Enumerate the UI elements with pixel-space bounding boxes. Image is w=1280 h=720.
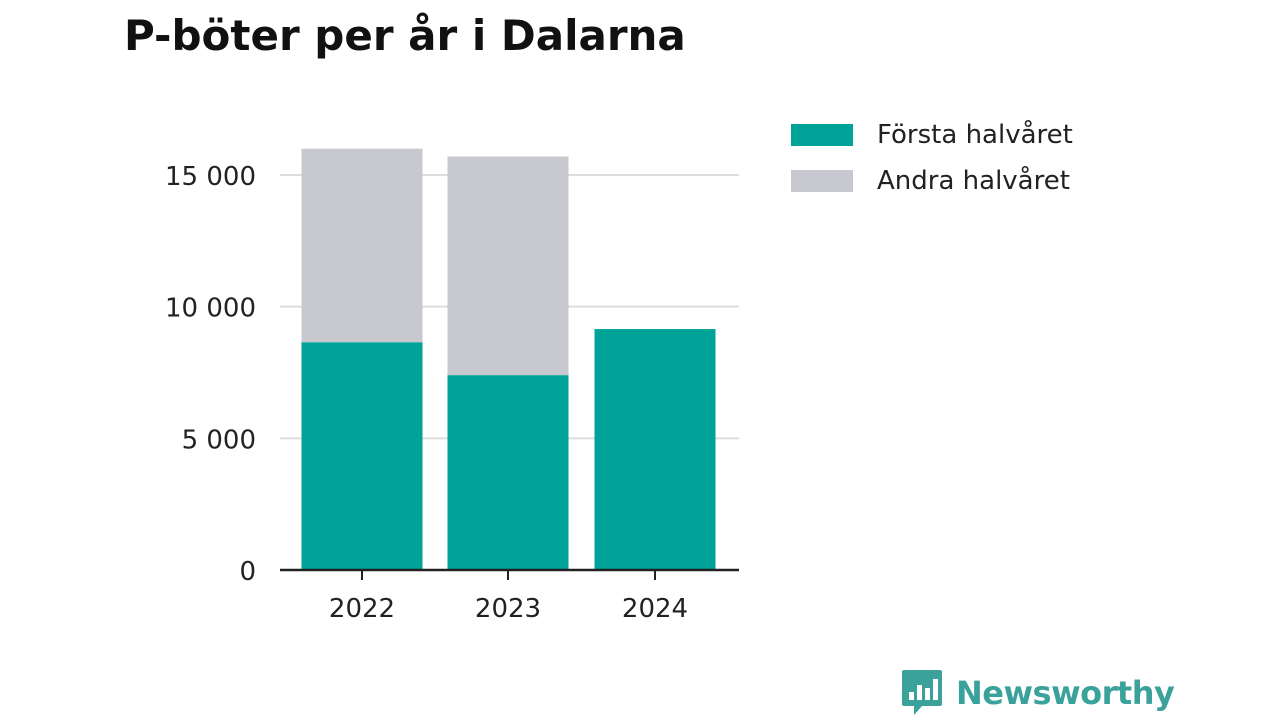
chart-title: P-böter per år i Dalarna — [124, 11, 686, 60]
y-tick-label: 0 — [239, 557, 256, 587]
bar-second-half — [301, 148, 423, 343]
x-tick-label: 2022 — [329, 594, 395, 624]
legend-item-first-half: Första halvåret — [791, 112, 1073, 158]
legend-swatch-second-half — [791, 170, 853, 192]
newsworthy-logo: Newsworthy — [900, 668, 1175, 718]
x-tick-label: 2023 — [475, 594, 541, 624]
x-tick-label: 2024 — [622, 594, 688, 624]
bar-first-half — [301, 342, 423, 570]
legend-swatch-first-half — [791, 124, 853, 146]
y-tick-label: 15 000 — [165, 162, 256, 192]
legend-item-second-half: Andra halvåret — [791, 158, 1073, 204]
brand-name: Newsworthy — [956, 674, 1175, 712]
chart-legend: Första halvåret Andra halvåret — [791, 112, 1073, 204]
bar-second-half — [447, 156, 569, 376]
bar-first-half — [594, 329, 716, 570]
y-tick-label: 10 000 — [165, 294, 256, 324]
legend-label-first-half: Första halvåret — [877, 120, 1073, 150]
bar-chart-speech-bubble-icon — [902, 670, 942, 715]
legend-label-second-half: Andra halvåret — [877, 166, 1070, 196]
bar-first-half — [447, 375, 569, 570]
y-tick-label: 5 000 — [182, 425, 256, 455]
